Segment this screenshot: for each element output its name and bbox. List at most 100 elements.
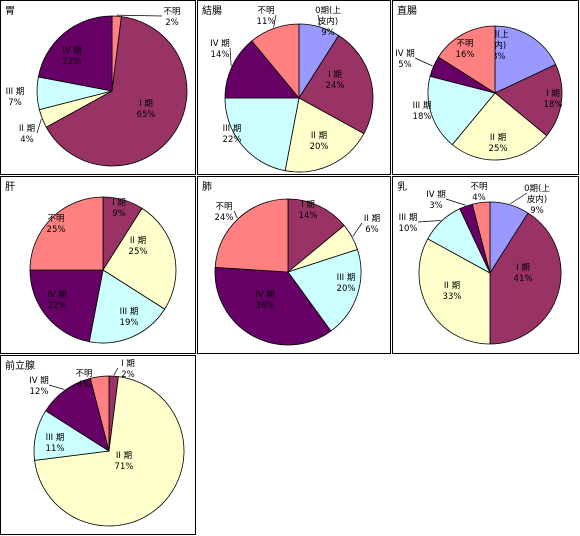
pie-slice-stage-4 [214,266,332,346]
slice-label: I 期 [301,200,315,210]
slice-percent: 9% [530,206,544,216]
slice-percent: 4% [472,193,486,203]
leader-line [273,14,277,28]
slice-label: II 期 [19,124,35,134]
pie-slice-stage-1 [489,212,562,345]
slice-label: 不明 [47,214,64,224]
slice-percent: 14% [211,50,230,60]
slice-percent: 2% [121,370,135,380]
slice-percent: 6% [365,225,379,235]
slice-label-group: III 期18% [413,101,432,122]
pie-slice-IIstage-1 [224,97,300,172]
slice-label-group: II 期25% [129,236,148,257]
slice-label: 皮内) [486,40,506,51]
slice-percent: 25% [129,247,148,257]
slice-label: 不明 [163,7,180,17]
slice-percent: 11% [257,17,276,27]
slice-label: III 期 [223,124,242,134]
slice-percent: 24% [215,213,234,223]
slice-label: IV 期 [426,190,446,200]
pie-slice-stage-1 [298,34,374,135]
pie-slice-unknown [471,201,491,274]
leader-line [233,210,238,219]
slice-label: III 期 [413,101,432,111]
pie-slice-stage-4 [37,15,113,92]
pie-panel-1: 結腸 0期(上 皮内) 9% I 期 24% II 期 20% III 期 22% IV 期 14% 不… [197,0,391,175]
slice-label-group: III 期22% [223,124,242,145]
pie-chart: 結腸 0期(上皮内)9% I 期24% II 期20% III 期22% IV 期14% 不… [202,4,374,173]
slice-percent: 25% [489,144,508,154]
leader-line [317,14,321,27]
slice-label: II 期 [490,133,506,143]
leader-line [509,192,528,205]
slice-label-group: III 期19% [120,307,139,328]
pie-panel-5: 乳 0期(上 皮内) 9% I 期 41% II 期 33% III 期 10% IV 期 3% 不明 4… [392,176,579,354]
pie-slice-Istage-1 [451,92,548,161]
pie-slice-unknown [251,23,300,100]
slice-label: I 期 [546,89,560,99]
slice-label-group: 0期(上皮内)9% [524,184,550,216]
slice-label-group: I 期18% [544,89,563,110]
slice-label: 皮内) [527,194,547,205]
chart-title: 肺 [202,181,212,193]
pie-panel-6: 前立腺 I 期 2% II 期 71% III 期 11% IV 期 12% 不明 4% [0,355,196,535]
slice-label: IV 期 [62,46,82,56]
pie-slice-stage-1 [287,198,345,273]
slice-label-group: 0期(上皮内)9% [315,6,341,38]
leader-line [116,14,163,17]
slice-label-group: II 期33% [443,281,462,302]
slice-label-group: IV 期12% [29,376,49,397]
slice-label: II 期 [444,281,460,291]
slice-percent: 24% [326,81,345,91]
slice-percent: 18% [487,52,506,62]
leader-line [229,47,232,67]
slice-label: 皮内) [318,16,338,27]
slice-label-group: I 期24% [326,70,345,91]
slice-label: 0期(上 [315,6,341,16]
slice-percent: 16% [456,50,475,60]
chart-title: 直腸 [397,4,417,17]
slice-percent: 10% [399,224,418,234]
pie-slice-stage-1 [494,63,563,137]
pie-slice-Istage-1 [102,207,177,310]
pie-slice-stage-1 [45,16,188,167]
leader-line [417,220,441,223]
slice-label: III 期 [6,87,25,97]
pie-slice-0ki [494,25,557,94]
pie-chart: 乳 0期(上皮内)9%I 期41%II 期33%III 期10%IV 期3%不明4… [397,180,562,345]
leader-line [414,57,433,67]
slice-label: 不明 [257,6,274,16]
slice-label-group: III 期7% [6,87,25,108]
slice-percent: 22% [63,57,82,67]
slice-label: IV 期 [47,290,67,300]
slice-percent: 9% [321,28,335,38]
slice-label: 0期(上 [524,184,550,194]
slice-label: I 期 [112,198,126,208]
slice-percent: 36% [256,301,275,311]
slice-label-group: I 期41% [514,263,533,284]
slice-label: II 期 [311,131,327,141]
leader-line [48,384,65,390]
slice-percent: 12% [30,387,49,397]
slice-label-group: III 期20% [337,273,356,294]
slice-label: 不明 [470,182,487,192]
slice-label-group: II 期6% [364,214,380,235]
pie-slice-IIstage-1 [287,248,362,332]
slice-label-group: 不明4% [75,369,92,390]
slice-label: I 期 [516,263,530,273]
slice-label-group: III 期10% [399,213,418,234]
pie-slice-Istage-1 [284,97,365,173]
slice-label-group: II 期4% [19,124,35,145]
pie-panel-4: 肺 I 期 14% II 期 6% III 期 20% IV 期 36% 不明 24% [197,176,391,354]
slice-percent: 25% [47,225,66,235]
slice-percent: 3% [429,201,443,211]
slice-percent: 22% [223,135,242,145]
leader-line [445,198,466,206]
slice-label: III 期 [46,433,65,443]
slice-label-group: IV 期5% [395,49,415,70]
